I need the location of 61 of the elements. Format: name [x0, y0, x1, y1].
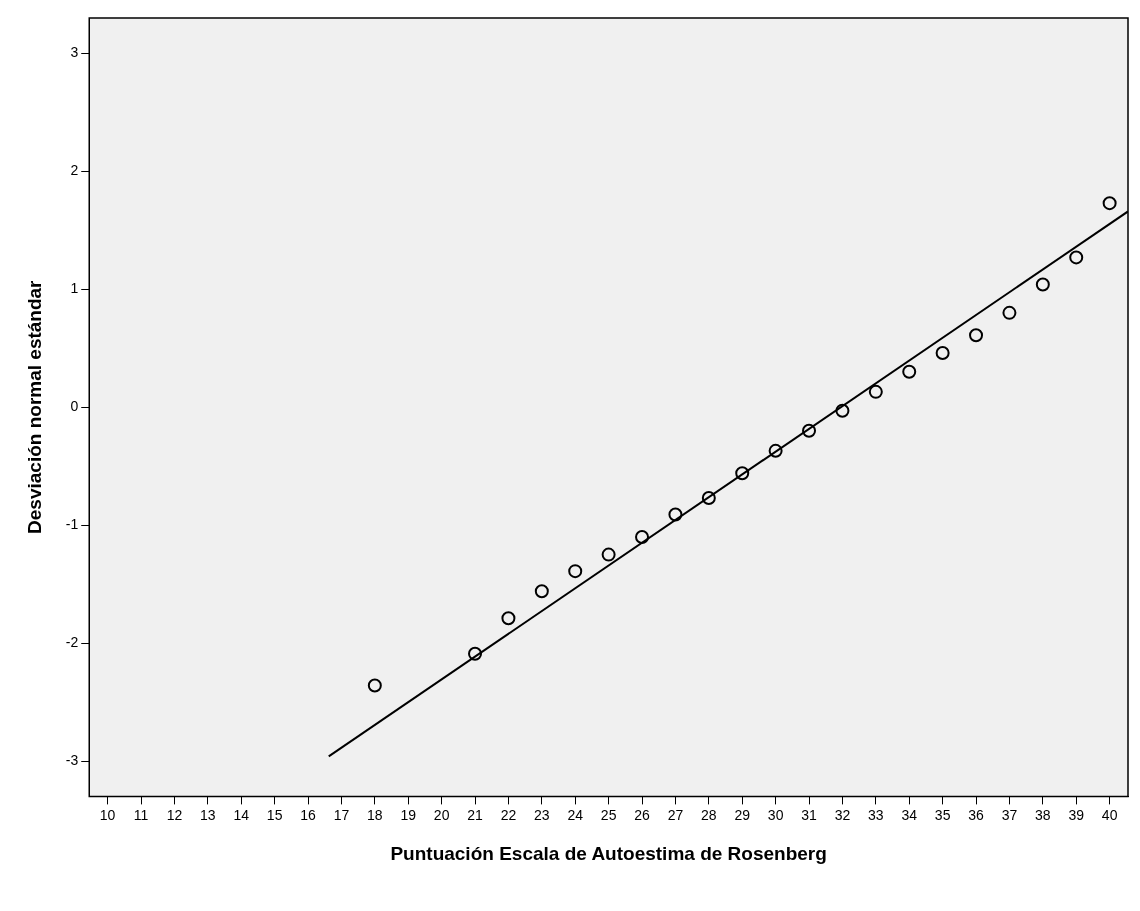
point	[501, 611, 516, 626]
x-tick-label: 24	[567, 806, 584, 823]
x-axis-title: Puntuación Escala de Autoestima de Rosenberg	[390, 842, 827, 864]
point	[1002, 305, 1017, 320]
point	[969, 328, 984, 343]
x-tick-label: 21	[467, 806, 484, 823]
point	[668, 507, 683, 522]
point	[1102, 196, 1117, 211]
x-tick-label: 39	[1068, 806, 1085, 823]
x-tick-label: 26	[634, 806, 651, 823]
x-tick-label: 37	[1001, 806, 1018, 823]
x-tick-label: 15	[266, 806, 283, 823]
x-tick-label: 20	[433, 806, 450, 823]
y-tick-label: -3	[65, 751, 79, 768]
point	[568, 564, 583, 579]
y-tick-label: 2	[70, 162, 79, 179]
x-tick-label: 35	[934, 806, 951, 823]
point	[835, 403, 850, 418]
y-tick-label: 0	[70, 398, 79, 415]
point	[735, 466, 750, 481]
point	[701, 491, 716, 506]
x-tick-label: 13	[200, 806, 216, 823]
x-tick-label: 16	[300, 806, 317, 823]
point	[1069, 250, 1084, 265]
point	[768, 443, 783, 458]
x-tick-label: 34	[901, 806, 918, 823]
point	[1035, 277, 1050, 292]
x-tick-label: 14	[233, 806, 250, 823]
x-tick-label: 28	[701, 806, 717, 823]
point	[534, 584, 549, 599]
y-axis-title: Desviación normal estándar	[23, 279, 45, 534]
x-tick-label: 38	[1035, 806, 1051, 823]
x-tick-label: 23	[534, 806, 550, 823]
point	[635, 529, 650, 544]
x-tick-label: 11	[133, 806, 149, 823]
x-tick-label: 19	[400, 806, 417, 823]
point	[468, 646, 483, 661]
point	[802, 423, 817, 438]
x-tick-label: 40	[1101, 806, 1118, 823]
point	[601, 547, 616, 562]
point	[367, 678, 382, 693]
x-tick-label: 29	[734, 806, 751, 823]
x-tick-label: 17	[333, 806, 350, 823]
x-tick-label: 22	[500, 806, 517, 823]
x-tick-label: 33	[868, 806, 884, 823]
x-tick-label: 27	[667, 806, 684, 823]
y-tick-label: -2	[65, 633, 79, 650]
x-tick-label: 18	[367, 806, 383, 823]
x-tick-label: 10	[99, 806, 116, 823]
x-tick-label: 32	[834, 806, 851, 823]
point	[935, 345, 950, 360]
point	[902, 364, 917, 379]
x-tick-label: 25	[600, 806, 617, 823]
point	[868, 384, 883, 399]
y-tick-label: 3	[70, 44, 79, 61]
y-tick-label: -1	[65, 516, 79, 532]
x-tick-label: 36	[968, 806, 985, 823]
y-tick-label: 1	[70, 280, 79, 297]
x-tick-label: 30	[767, 806, 784, 823]
x-tick-label: 31	[801, 806, 818, 823]
x-tick-label: 12	[166, 806, 183, 823]
